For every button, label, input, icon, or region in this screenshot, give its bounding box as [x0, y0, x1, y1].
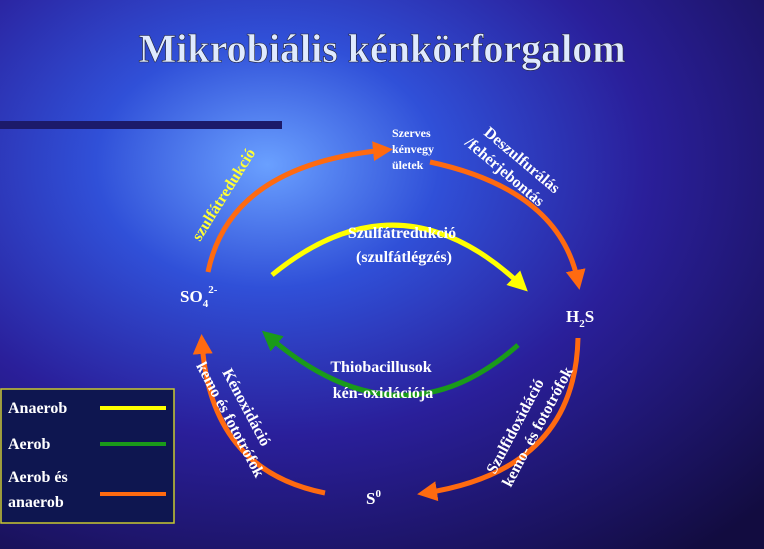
title: Mikrobiális kénkörforgalom [138, 26, 625, 71]
node-s0: S0 [366, 488, 381, 508]
legend: Anaerob Aerob Aerob és anaerob [0, 388, 175, 524]
edge-label: Szulfátredukció (szulfátlégzés) [348, 225, 460, 266]
node-h2s: H2S [566, 307, 594, 330]
legend-label: Aerob [8, 436, 50, 453]
arrow [270, 222, 528, 292]
legend-label: Aerob és anaerob [8, 469, 68, 511]
arrow [417, 337, 581, 502]
arrows [192, 141, 586, 502]
arrow [192, 334, 326, 496]
edge-label: Thiobacillusok kén-oxidációja [330, 359, 435, 402]
legend-label: Anaerob [8, 400, 67, 417]
legend-label-line: Aerob és [8, 469, 68, 486]
accent-bar [0, 121, 282, 129]
arrow [205, 141, 393, 273]
legend-box [0, 388, 175, 524]
node-organic: Szerves kénvegy ületek [392, 126, 437, 172]
node-so4: SO42- [180, 284, 218, 310]
arrow [429, 159, 586, 290]
legend-label-line: anaerob [8, 494, 64, 511]
arrow [261, 330, 520, 398]
